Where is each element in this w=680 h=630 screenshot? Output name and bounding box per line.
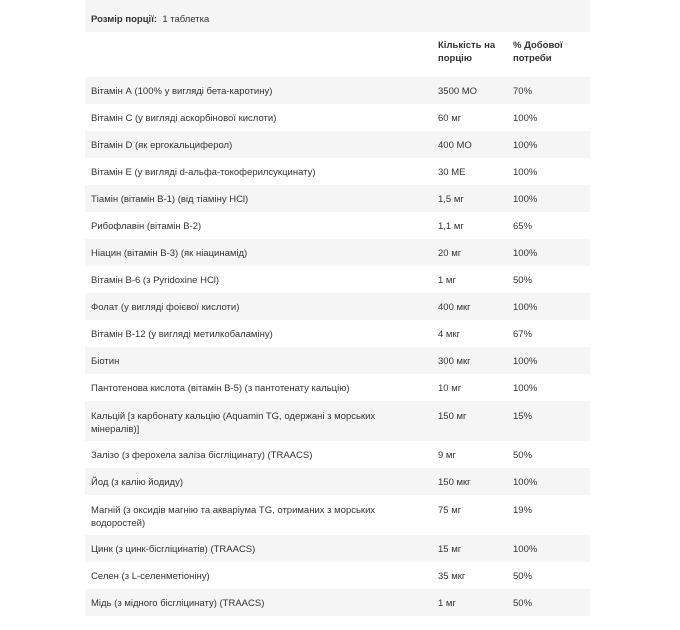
table-row: Вітамін B-6 (з Pyridoxine HCl) 1 мг 50%	[85, 266, 590, 293]
table-row: Рибофлавін (вітамін B-2) 1,1 мг 65%	[85, 212, 590, 239]
amount-per-serving: 9 мг	[438, 450, 456, 461]
nutrient-name: Вітамін E (у вигляді d-альфа-токоферилсу…	[91, 167, 316, 178]
daily-value-percent: 100%	[513, 302, 538, 313]
nutrient-name: Тіамін (вітамін B-1) (від тіаміну HCl)	[91, 194, 249, 205]
table-row: Фолат (у вигляді фоієвої кислоти) 400 мкг…	[85, 293, 590, 320]
table-row: Магній (з оксидів магнію та акваріума TG…	[85, 495, 590, 535]
nutrient-name: Цинк (з цинк-бісгліцинатів) (TRAACS)	[91, 544, 256, 555]
daily-value-percent: 19%	[513, 505, 533, 516]
amount-per-serving: 150 мкг	[438, 477, 471, 488]
table-row: Вітамін E (у вигляді d-альфа-токоферилсу…	[85, 158, 590, 185]
daily-value-percent: 65%	[513, 221, 533, 232]
amount-per-serving: 1 мг	[438, 275, 456, 286]
daily-value-percent: 50%	[513, 450, 533, 461]
amount-per-serving: 30 МЕ	[438, 167, 466, 178]
nutrient-name: Кальцій [з карбонату кальцію (Aquamin TG…	[91, 411, 376, 435]
nutrient-name: Ніацин (вітамін B-3) (як ніацинамід)	[91, 248, 248, 259]
daily-value-percent: 67%	[513, 329, 533, 340]
daily-value-percent: 70%	[513, 86, 533, 97]
daily-value-percent: 100%	[513, 544, 538, 555]
table-row: Тіамін (вітамін B-1) (від тіаміну HCl) 1,…	[85, 185, 590, 212]
table-row: Вітамін D (як ергокальциферол) 400 МО 100%	[85, 131, 590, 158]
nutrient-rows: Вітамін А (100% у вигляді бета-каротину)…	[85, 77, 590, 616]
daily-value-percent: 50%	[513, 598, 533, 609]
nutrient-name: Біотин	[91, 356, 120, 367]
table-row: Йод (з калію йодиду) 150 мкг 100%	[85, 468, 590, 495]
table-row: Мідь (з мідного бісгліцинату) (TRAACS) 1 …	[85, 589, 590, 616]
table-row: Ніацин (вітамін B-3) (як ніацинамід) 20 м…	[85, 239, 590, 266]
amount-per-serving: 10 мг	[438, 383, 462, 394]
amount-per-serving: 60 мг	[438, 113, 462, 124]
nutrient-name: Вітамін C (у вигляді аскорбінової кислот…	[91, 113, 277, 124]
table-row: Пантотенова кислота (вітамін B-5) (з пан…	[85, 374, 590, 401]
daily-value-percent: 100%	[513, 194, 538, 205]
daily-value-percent: 100%	[513, 113, 538, 124]
daily-value-percent: 100%	[513, 140, 538, 151]
serving-size-value: 1 таблетка	[162, 14, 210, 25]
table-row: Кальцій [з карбонату кальцію (Aquamin TG…	[85, 401, 590, 441]
amount-per-serving: 4 мкг	[438, 329, 461, 340]
amount-per-serving: 20 мг	[438, 248, 462, 259]
nutrient-name: Пантотенова кислота (вітамін B-5) (з пан…	[91, 383, 350, 394]
amount-per-serving: 1 мг	[438, 598, 456, 609]
table-row: Селен (з L-селенметіоніну) 35 мкг 50%	[85, 562, 590, 589]
daily-value-percent: 15%	[513, 411, 533, 422]
nutrient-name: Вітамін D (як ергокальциферол)	[91, 140, 233, 151]
supplement-facts-table: Розмір порції: 1 таблетка Кількість на п…	[85, 0, 590, 616]
amount-column-header: Кількість на порцію	[438, 40, 496, 64]
daily-value-percent: 50%	[513, 571, 533, 582]
amount-per-serving: 300 мкг	[438, 356, 471, 367]
serving-size-label: Розмір порції:	[91, 14, 158, 25]
amount-per-serving: 75 мг	[438, 505, 462, 516]
amount-per-serving: 15 мг	[438, 544, 462, 555]
table-row: Вітамін B-12 (у вигляді метилкобаламіну)…	[85, 320, 590, 347]
daily-value-percent: 100%	[513, 248, 538, 259]
nutrient-name: Магній (з оксидів магнію та акваріума TG…	[91, 505, 376, 529]
table-row: Залізо (з ферохела заліза бісгліцинату) …	[85, 441, 590, 468]
nutrient-name: Залізо (з ферохела заліза бісгліцинату) …	[91, 450, 313, 461]
serving-size-row: Розмір порції: 1 таблетка	[85, 0, 590, 32]
table-header-row: Кількість на порцію % Добової потреби	[85, 32, 590, 77]
nutrient-name: Мідь (з мідного бісгліцинату) (TRAACS)	[91, 598, 265, 609]
table-row: Цинк (з цинк-бісгліцинатів) (TRAACS) 15 м…	[85, 535, 590, 562]
nutrient-name: Фолат (у вигляді фоієвої кислоти)	[91, 302, 240, 313]
amount-per-serving: 1,1 мг	[438, 221, 464, 232]
amount-per-serving: 150 мг	[438, 411, 467, 422]
nutrient-name: Вітамін А (100% у вигляді бета-каротину)	[91, 86, 273, 97]
supplement-facts-sheet: Розмір порції: 1 таблетка Кількість на п…	[85, 0, 590, 616]
daily-value-percent: 100%	[513, 167, 538, 178]
nutrient-name: Рибофлавін (вітамін B-2)	[91, 221, 202, 232]
nutrient-name: Йод (з калію йодиду)	[91, 477, 183, 488]
amount-per-serving: 1,5 мг	[438, 194, 464, 205]
nutrient-name: Селен (з L-селенметіоніну)	[91, 571, 210, 582]
amount-per-serving: 3500 МО	[438, 86, 478, 97]
daily-value-column-header: % Добової потреби	[513, 40, 563, 64]
daily-value-percent: 100%	[513, 383, 538, 394]
amount-per-serving: 400 МО	[438, 140, 472, 151]
table-row: Вітамін C (у вигляді аскорбінової кислот…	[85, 104, 590, 131]
daily-value-percent: 50%	[513, 275, 533, 286]
nutrient-name: Вітамін B-12 (у вигляді метилкобаламіну)	[91, 329, 273, 340]
daily-value-percent: 100%	[513, 477, 538, 488]
amount-per-serving: 400 мкг	[438, 302, 471, 313]
table-row: Вітамін А (100% у вигляді бета-каротину)…	[85, 77, 590, 104]
table-row: Біотин 300 мкг 100%	[85, 347, 590, 374]
amount-per-serving: 35 мкг	[438, 571, 466, 582]
nutrient-name: Вітамін B-6 (з Pyridoxine HCl)	[91, 275, 220, 286]
daily-value-percent: 100%	[513, 356, 538, 367]
